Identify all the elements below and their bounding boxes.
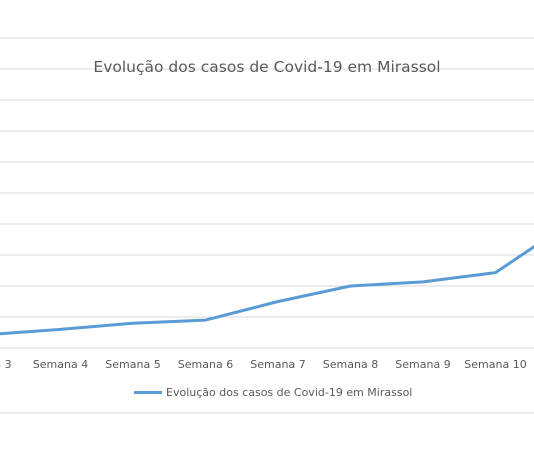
x-tick-label: a 3 bbox=[0, 358, 12, 371]
x-tick-label: Semana 5 bbox=[105, 358, 160, 371]
x-tick-label: Semana 8 bbox=[323, 358, 378, 371]
x-tick-label: Semana 10 bbox=[464, 358, 526, 371]
grid-lines bbox=[0, 37, 534, 414]
legend-swatch bbox=[134, 391, 162, 394]
series-line bbox=[0, 244, 534, 336]
x-tick-labels: a 3 Semana 4 Semana 5 Semana 6 Semana 7 Seman… bbox=[0, 358, 527, 371]
legend: Evolução dos casos de Covid-19 em Mirass… bbox=[134, 386, 412, 399]
x-tick-label: Semana 6 bbox=[178, 358, 233, 371]
x-tick-label: Semana 7 bbox=[250, 358, 305, 371]
x-tick-label: Semana 9 bbox=[395, 358, 450, 371]
chart-title: Evolução dos casos de Covid-19 em Mirass… bbox=[93, 58, 441, 76]
legend-label: Evolução dos casos de Covid-19 em Mirass… bbox=[166, 386, 413, 399]
x-tick-label: Semana 4 bbox=[33, 358, 88, 371]
